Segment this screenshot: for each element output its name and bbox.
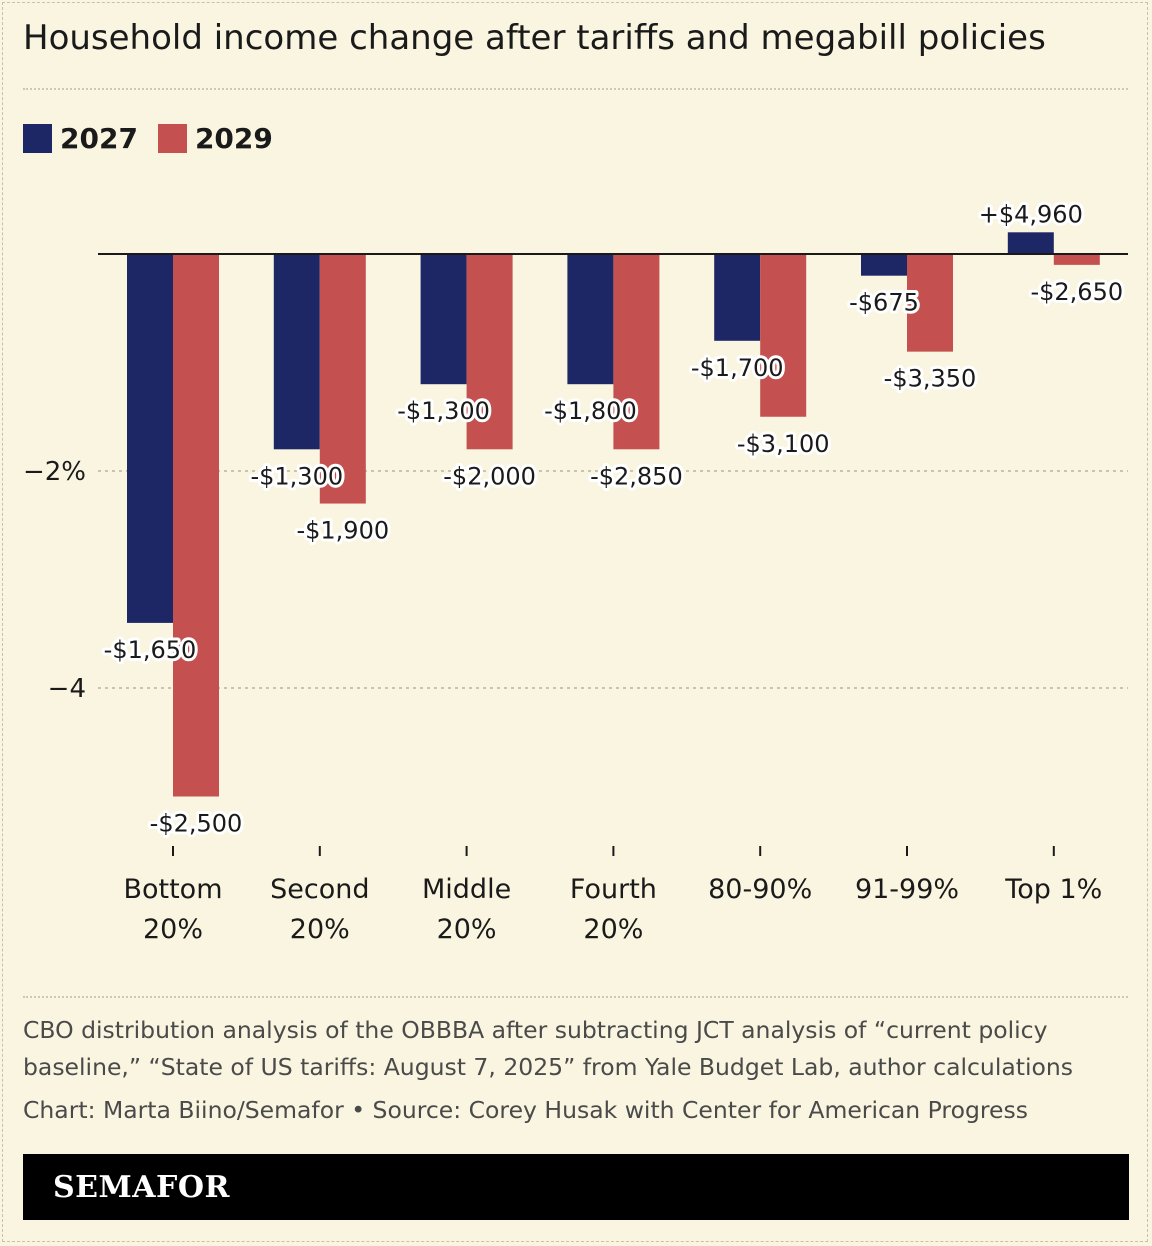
data-label-2027-4: -$1,700 — [691, 354, 784, 382]
x-category-label: 20% — [437, 914, 497, 945]
bar-2029-0 — [173, 254, 219, 797]
bar-2027-4 — [714, 254, 761, 341]
bar-2029-6 — [1053, 254, 1100, 265]
x-category-label: 20% — [583, 914, 643, 945]
x-category-label: Middle — [422, 874, 511, 905]
data-label-2029-5: -$3,350 — [884, 365, 977, 393]
bar-2027-0 — [127, 254, 173, 623]
y-tick-label: −2% — [23, 457, 86, 487]
methodology-note: CBO distribution analysis of the OBBBA a… — [23, 1016, 1074, 1081]
data-label-2027-5: -$675 — [849, 289, 919, 317]
legend-swatch-2027 — [23, 124, 52, 153]
notes-divider — [23, 996, 1128, 998]
x-category-label: Second — [270, 874, 369, 905]
legend-swatch-2029 — [157, 124, 187, 153]
bar-2027-2 — [420, 254, 467, 385]
data-label-2029-0: -$2,500 — [150, 810, 243, 838]
bar-2029-4 — [760, 254, 807, 417]
bar-2029-3 — [613, 254, 660, 450]
y-tick-label: −4 — [48, 674, 86, 704]
x-category-label: Fourth — [570, 874, 657, 905]
bar-2027-5 — [861, 254, 907, 276]
bar-2029-5 — [907, 254, 953, 352]
x-category-label: Top 1% — [1004, 874, 1102, 905]
bar-2027-3 — [567, 254, 614, 385]
bar-2027-6 — [1007, 232, 1054, 254]
legend-label-2029: 2029 — [194, 122, 273, 155]
bar-2027-1 — [273, 254, 320, 450]
data-label-2029-1: -$1,900 — [296, 517, 389, 545]
x-category-label: 20% — [143, 914, 203, 945]
data-label-2029-2: -$2,000 — [443, 462, 536, 490]
data-label-2027-1: -$1,300 — [250, 462, 343, 490]
semafor-logo: SEMAFOR — [53, 1169, 230, 1205]
data-label-2027-0: -$1,650 — [104, 636, 197, 664]
data-label-2029-6: -$2,650 — [1030, 278, 1123, 306]
x-category-label: 80-90% — [708, 874, 812, 905]
bar-2029-2 — [466, 254, 513, 450]
x-category-label: Bottom — [123, 874, 222, 905]
title-divider — [23, 88, 1128, 90]
data-label-2029-3: -$2,850 — [590, 462, 683, 490]
data-label-2027-6: +$4,960 — [979, 200, 1083, 228]
legend-item-2027: 2027 — [23, 122, 138, 155]
legend-item-2029: 2029 — [157, 122, 273, 155]
bar-chart: −2% −4 -$1,650 -$1,300 -$1,300 -$1,800 -$1,700… — [23, 197, 1128, 945]
chart-title: Household income change after tariffs an… — [23, 18, 1046, 58]
footer-bar: SEMAFOR — [23, 1154, 1129, 1220]
chart-credit: Chart: Marta Biino/Semafor • Source: Cor… — [23, 1096, 1028, 1124]
x-category-label: 91-99% — [855, 874, 959, 905]
bar-2029-1 — [319, 254, 366, 504]
legend: 2027 2029 — [23, 122, 293, 155]
legend-label-2027: 2027 — [60, 122, 138, 155]
data-label-2029-4: -$3,100 — [737, 430, 830, 458]
data-label-2027-3: -$1,800 — [544, 397, 637, 425]
data-label-2027-2: -$1,300 — [397, 397, 490, 425]
x-category-label: 20% — [290, 914, 350, 945]
